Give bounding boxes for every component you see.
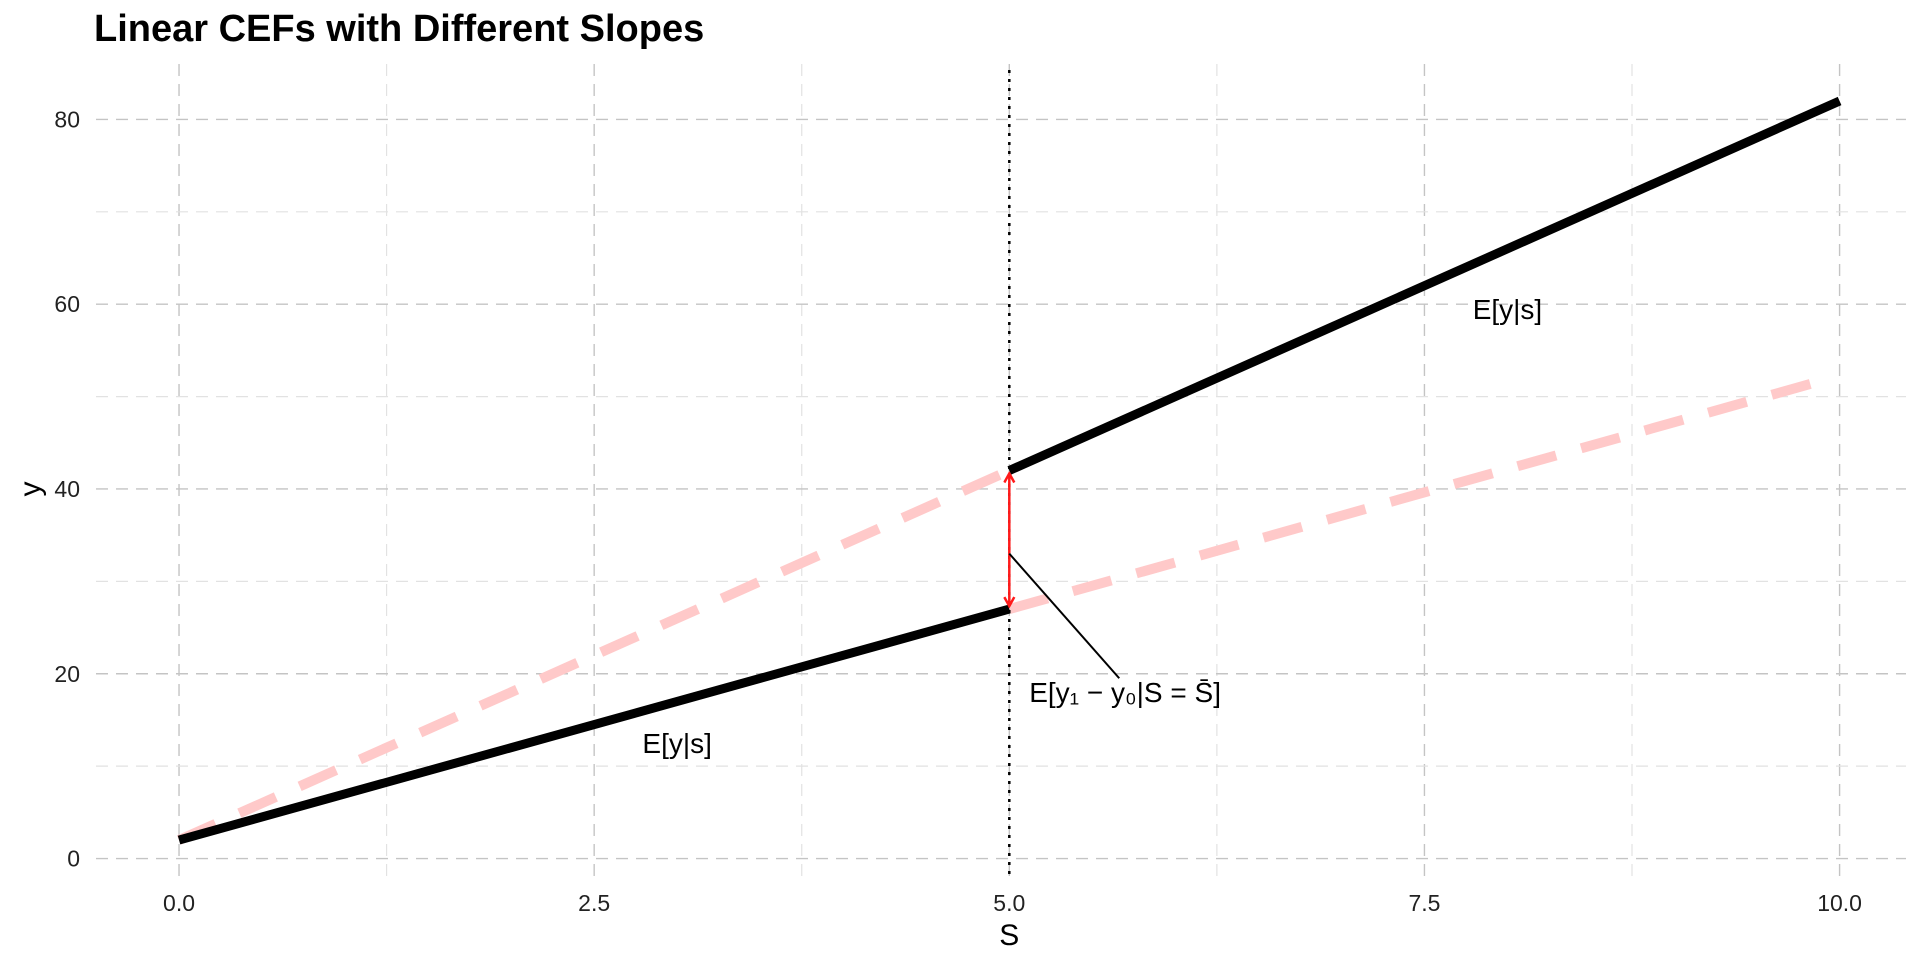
y-tick-label: 60: [54, 291, 80, 317]
y-tick-label: 40: [54, 476, 80, 502]
series-line-solid-1: [1007, 96, 1842, 475]
y-tick-label: 0: [67, 846, 80, 872]
x-tick-label: 7.5: [1408, 890, 1440, 916]
x-tick-label: 2.5: [578, 890, 610, 916]
series-line-dashed-3: [1007, 377, 1817, 614]
x-tick-label: 5.0: [993, 890, 1025, 916]
y-axis-title: y: [14, 481, 47, 496]
x-tick-label: 10.0: [1817, 890, 1862, 916]
annotation-label: E[y|s]: [642, 728, 712, 759]
x-tick-label: 0.0: [163, 890, 195, 916]
series-line-dashed-2: [176, 465, 1012, 845]
chart-title: Linear CEFs with Different Slopes: [94, 8, 705, 50]
x-axis-title: S: [999, 919, 1019, 952]
series-line-solid-0: [177, 604, 1011, 845]
annotation-label: E[y₁ − y₀|S = S̄]: [1029, 677, 1221, 708]
y-tick-label: 20: [54, 661, 80, 687]
annotation-pointer-line: [1008, 552, 1120, 679]
y-tick-label: 80: [54, 106, 80, 132]
annotation-label: E[y|s]: [1473, 294, 1543, 325]
